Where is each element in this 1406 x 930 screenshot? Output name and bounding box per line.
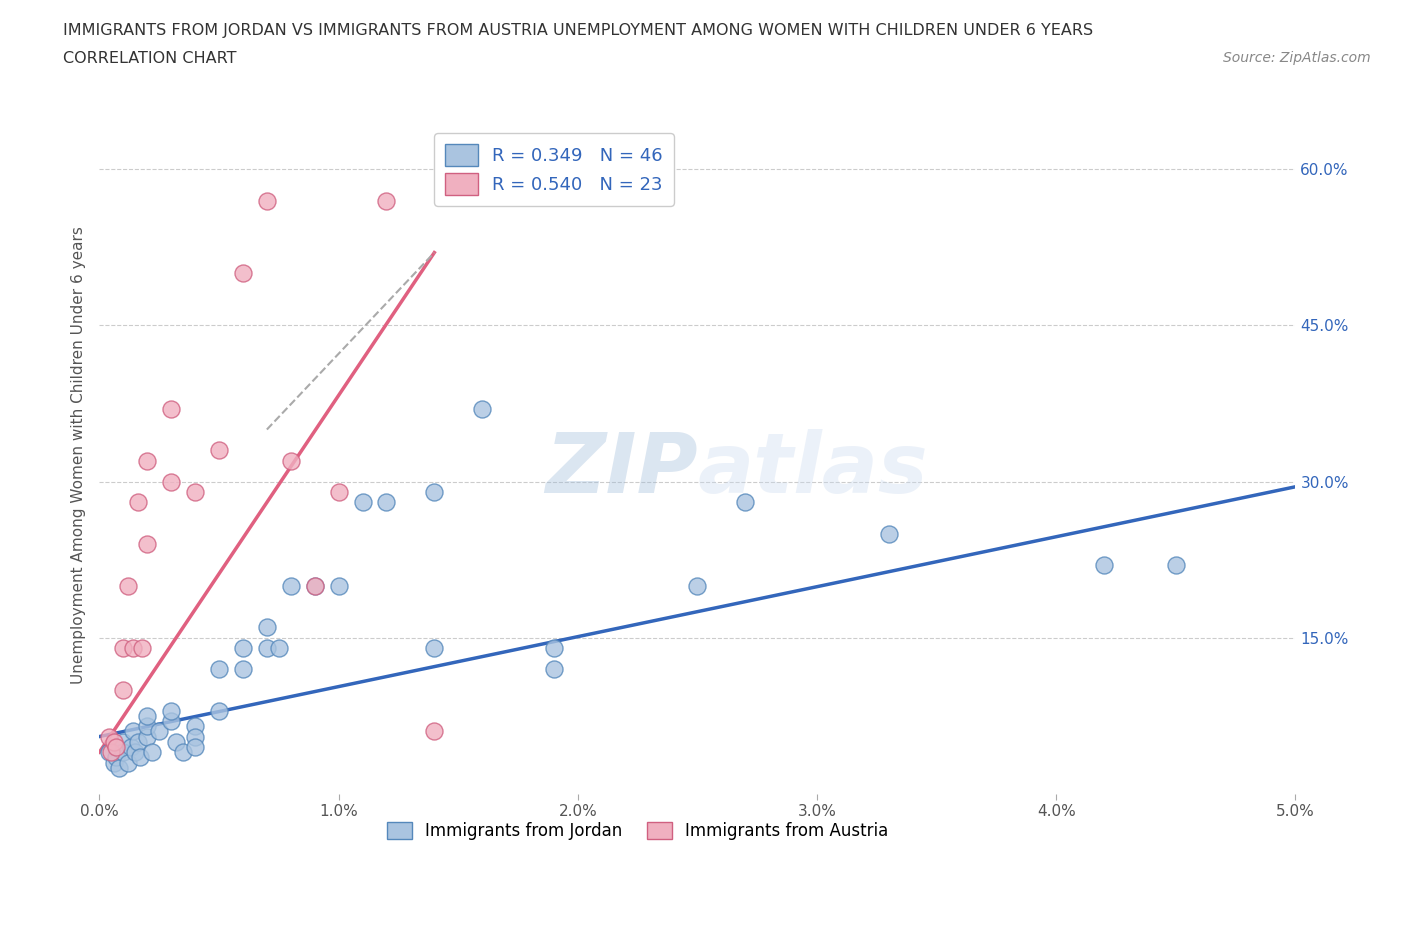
Point <box>328 578 350 593</box>
Point <box>1164 557 1187 572</box>
Point <box>328 485 350 499</box>
Point <box>160 474 183 489</box>
Point <box>184 719 207 734</box>
Point <box>129 750 152 764</box>
Point <box>120 739 142 754</box>
Point <box>877 526 900 541</box>
Point <box>136 537 159 551</box>
Point <box>160 703 183 718</box>
Point <box>304 578 326 593</box>
Point <box>256 641 278 656</box>
Point <box>160 401 183 416</box>
Point <box>304 578 326 593</box>
Point <box>165 735 187 750</box>
Text: atlas: atlas <box>697 429 928 510</box>
Point <box>208 661 231 676</box>
Text: Source: ZipAtlas.com: Source: ZipAtlas.com <box>1223 51 1371 65</box>
Point <box>352 495 374 510</box>
Point <box>112 745 135 760</box>
Point <box>127 495 149 510</box>
Point <box>112 641 135 656</box>
Point <box>423 641 446 656</box>
Point <box>280 578 302 593</box>
Point <box>107 761 129 776</box>
Point <box>117 578 139 593</box>
Point <box>112 683 135 698</box>
Point <box>232 266 254 281</box>
Point <box>232 641 254 656</box>
Point <box>98 729 121 744</box>
Point <box>141 745 163 760</box>
Point <box>103 755 125 770</box>
Point <box>105 750 128 764</box>
Point <box>256 193 278 208</box>
Point <box>103 735 125 750</box>
Text: CORRELATION CHART: CORRELATION CHART <box>63 51 236 66</box>
Point <box>471 401 494 416</box>
Point <box>136 729 159 744</box>
Point <box>122 724 145 738</box>
Point <box>686 578 709 593</box>
Point <box>543 641 565 656</box>
Point <box>122 641 145 656</box>
Point <box>543 661 565 676</box>
Point <box>423 485 446 499</box>
Legend: Immigrants from Jordan, Immigrants from Austria: Immigrants from Jordan, Immigrants from … <box>380 815 896 846</box>
Point <box>124 745 146 760</box>
Point <box>423 724 446 738</box>
Point <box>256 619 278 634</box>
Point <box>112 735 135 750</box>
Point <box>375 193 398 208</box>
Point <box>734 495 756 510</box>
Point <box>117 755 139 770</box>
Point <box>184 485 207 499</box>
Point <box>136 719 159 734</box>
Point <box>208 703 231 718</box>
Y-axis label: Unemployment Among Women with Children Under 6 years: Unemployment Among Women with Children U… <box>72 227 86 684</box>
Point <box>232 661 254 676</box>
Point <box>136 453 159 468</box>
Point <box>127 735 149 750</box>
Point <box>1092 557 1115 572</box>
Point <box>160 713 183 728</box>
Point <box>105 739 128 754</box>
Point <box>280 453 302 468</box>
Text: IMMIGRANTS FROM JORDAN VS IMMIGRANTS FROM AUSTRIA UNEMPLOYMENT AMONG WOMEN WITH : IMMIGRANTS FROM JORDAN VS IMMIGRANTS FRO… <box>63 23 1094 38</box>
Point <box>208 443 231 458</box>
Point <box>148 724 170 738</box>
Point <box>98 745 121 760</box>
Point <box>172 745 194 760</box>
Point <box>267 641 290 656</box>
Point <box>184 729 207 744</box>
Point <box>100 745 122 760</box>
Point <box>184 739 207 754</box>
Text: ZIP: ZIP <box>544 429 697 510</box>
Point <box>375 495 398 510</box>
Point <box>131 641 153 656</box>
Point <box>136 709 159 724</box>
